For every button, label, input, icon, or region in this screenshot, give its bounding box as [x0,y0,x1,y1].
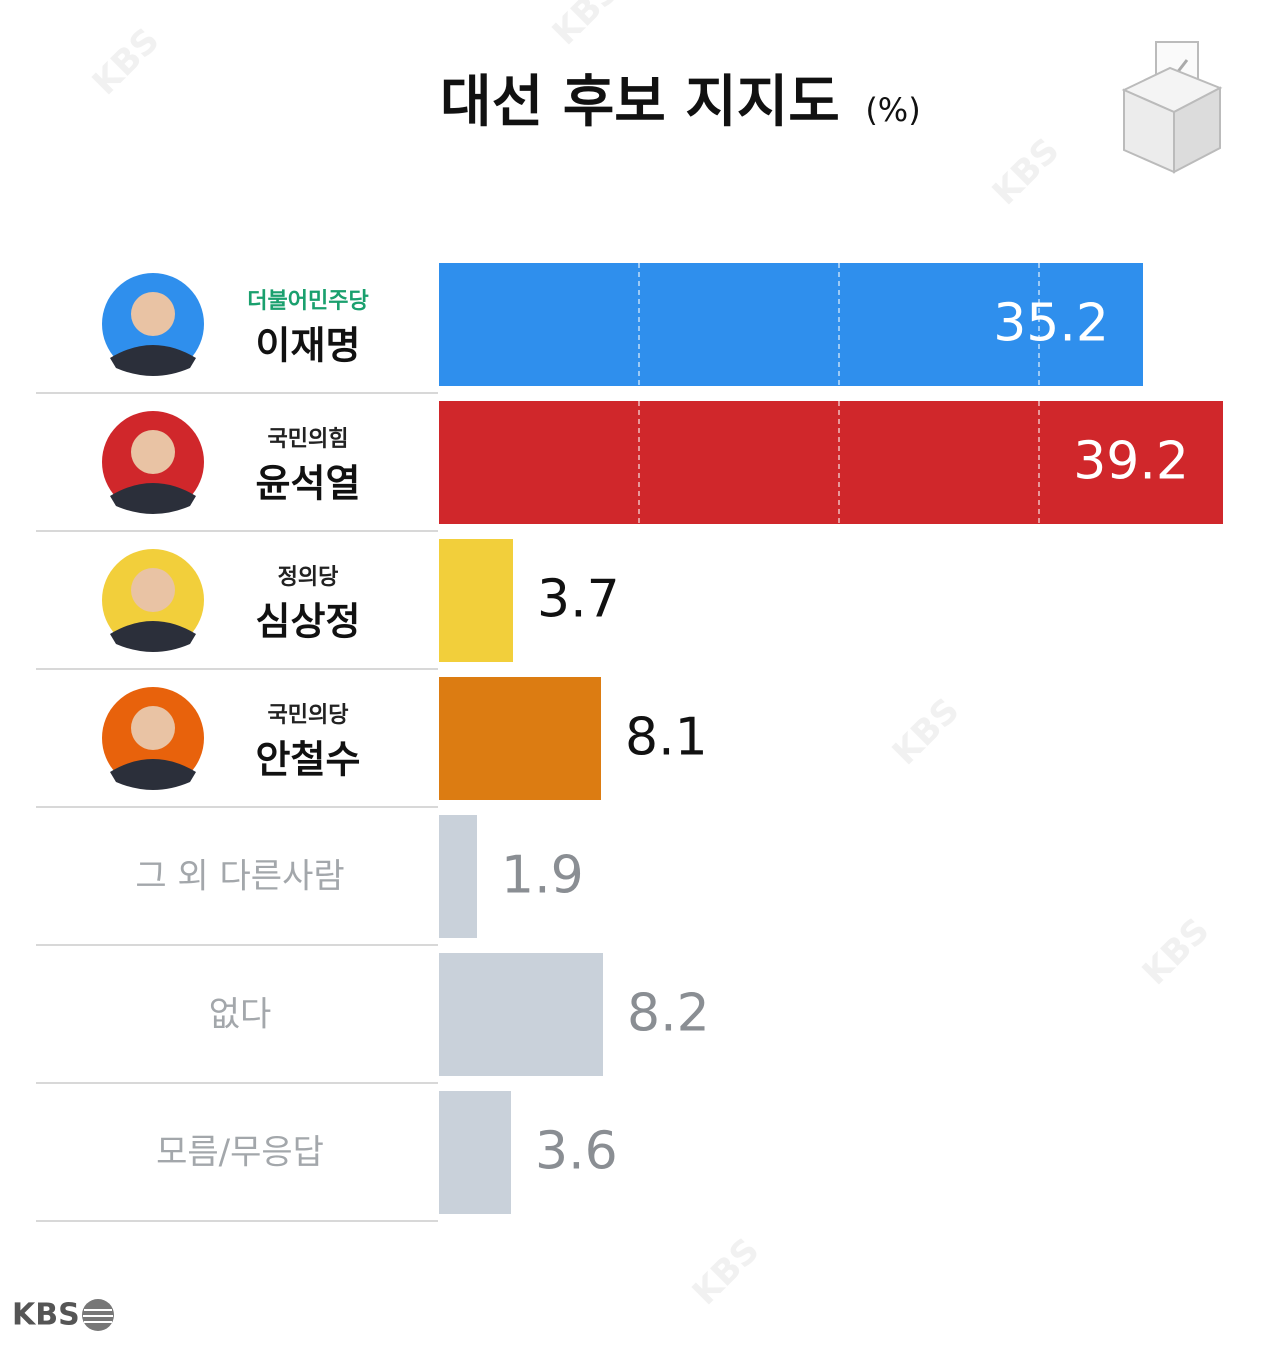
svg-text:KBS: KBS [85,21,168,104]
bar [439,263,1143,386]
category-label: 모름/무응답 [156,1133,324,1173]
svg-text:KBS: KBS [545,0,628,53]
value-label: 3.7 [537,570,620,630]
party-name: 정의당 [278,565,339,590]
photo-head [131,292,175,336]
photo-head [131,706,175,750]
photo-body [110,483,196,514]
photo-body [110,621,196,652]
party-name: 국민의당 [268,703,349,728]
watermark: KBS KBS KBS KBS KBS KBS [85,0,1218,1313]
svg-text:KBS: KBS [985,131,1068,214]
bar [439,677,601,800]
kbs-logo: KBS [12,1298,114,1333]
value-label: 3.6 [535,1122,618,1182]
photo-body [110,759,196,790]
candidate-name: 안철수 [256,738,361,782]
bar [439,815,477,938]
value-label: 1.9 [501,846,584,906]
svg-text:KBS: KBS [885,691,968,774]
source-logo-text: KBS [12,1298,80,1333]
chart-title: 대선 후보 지지도 [440,70,840,135]
value-label: 35.2 [993,294,1109,354]
photo-head [131,568,175,612]
bar [439,401,1223,524]
value-label: 8.2 [627,984,710,1044]
category-label: 없다 [209,995,272,1035]
photo-body [110,345,196,376]
bar [439,539,513,662]
value-label: 8.1 [625,708,708,768]
value-label: 39.2 [1073,432,1189,492]
svg-text:KBS: KBS [1135,911,1218,994]
ballot-box-icon [1121,41,1223,174]
party-name: 더불어민주당 [247,289,368,314]
category-label: 그 외 다른사람 [135,857,344,897]
title-unit: (%) [865,91,920,129]
candidate-name: 윤석열 [256,462,361,506]
candidate-name: 심상정 [256,600,361,644]
bar [439,1091,511,1214]
party-name: 국민의힘 [268,427,349,452]
bar [439,953,603,1076]
svg-text:KBS: KBS [685,1231,768,1314]
photo-head [131,430,175,474]
candidate-name: 이재명 [256,324,361,368]
